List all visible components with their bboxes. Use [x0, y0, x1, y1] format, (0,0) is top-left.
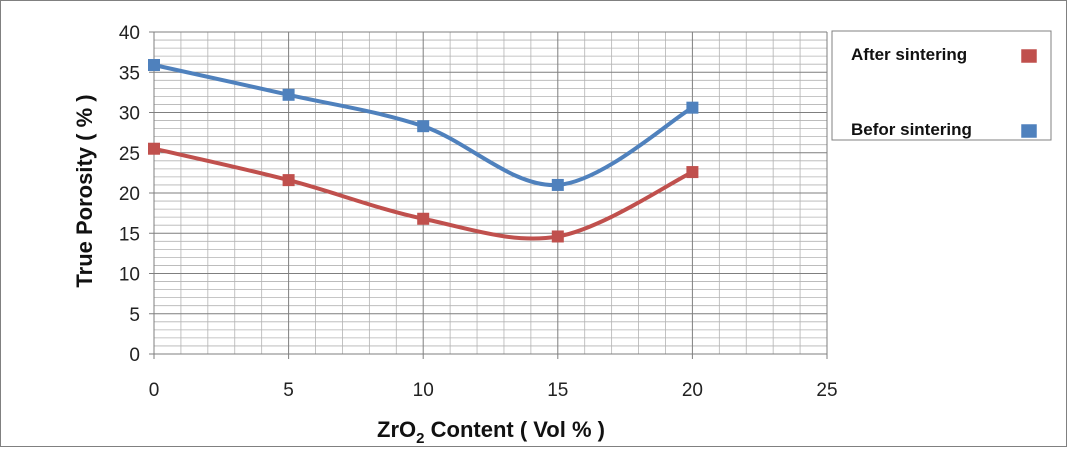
data-point-after-sintering	[417, 212, 430, 225]
axes	[149, 31, 828, 359]
data-point-befor-sintering	[148, 59, 160, 72]
data-point-befor-sintering	[417, 120, 430, 133]
y-tick-label: 40	[119, 23, 140, 44]
y-tick-label: 0	[129, 345, 140, 366]
legend-label-after-sintering: After sintering	[851, 45, 967, 64]
data-point-befor-sintering	[282, 88, 295, 101]
data-point-befor-sintering	[686, 101, 699, 114]
y-tick-label: 10	[119, 265, 140, 286]
x-tick-label: 15	[547, 380, 568, 401]
y-axis-title: True Porosity ( % )	[72, 94, 97, 287]
x-tick-label: 25	[816, 380, 837, 401]
data-point-after-sintering	[686, 166, 699, 179]
x-tick-label: 20	[682, 380, 703, 401]
data-point-after-sintering	[551, 230, 564, 243]
y-tick-label: 35	[119, 63, 140, 84]
y-tick-label: 20	[119, 184, 140, 205]
legend: After sintering Befor sintering	[831, 30, 1052, 141]
x-tick-label: 10	[413, 380, 434, 401]
x-tick-label: 5	[283, 380, 294, 401]
x-tick-labels: 0 5 10 15 20 25	[149, 380, 838, 401]
x-axis-title-main: ZrO	[377, 417, 416, 442]
data-point-after-sintering	[282, 174, 295, 187]
series-layer	[148, 59, 699, 243]
x-axis-title-subscript: 2	[416, 430, 424, 447]
legend-swatch-after-sintering	[1020, 48, 1038, 64]
y-tick-label: 30	[119, 104, 140, 125]
legend-swatch-befor-sintering	[1020, 123, 1038, 139]
major-gridlines	[154, 31, 828, 354]
x-tick-label: 0	[149, 380, 160, 401]
y-tick-label: 5	[129, 305, 140, 326]
x-axis-title-rest: Content ( Vol % )	[425, 417, 605, 442]
legend-label-befor-sintering: Befor sintering	[851, 120, 972, 139]
data-point-after-sintering	[148, 142, 160, 155]
x-axis-title: ZrO2 Content ( Vol % )	[377, 417, 605, 447]
legend-box	[831, 30, 1052, 141]
y-tick-label: 25	[119, 144, 140, 165]
y-tick-labels: 0 5 10 15 20 25 30 35 40	[119, 23, 140, 366]
y-tick-label: 15	[119, 224, 140, 245]
data-point-befor-sintering	[551, 178, 564, 191]
